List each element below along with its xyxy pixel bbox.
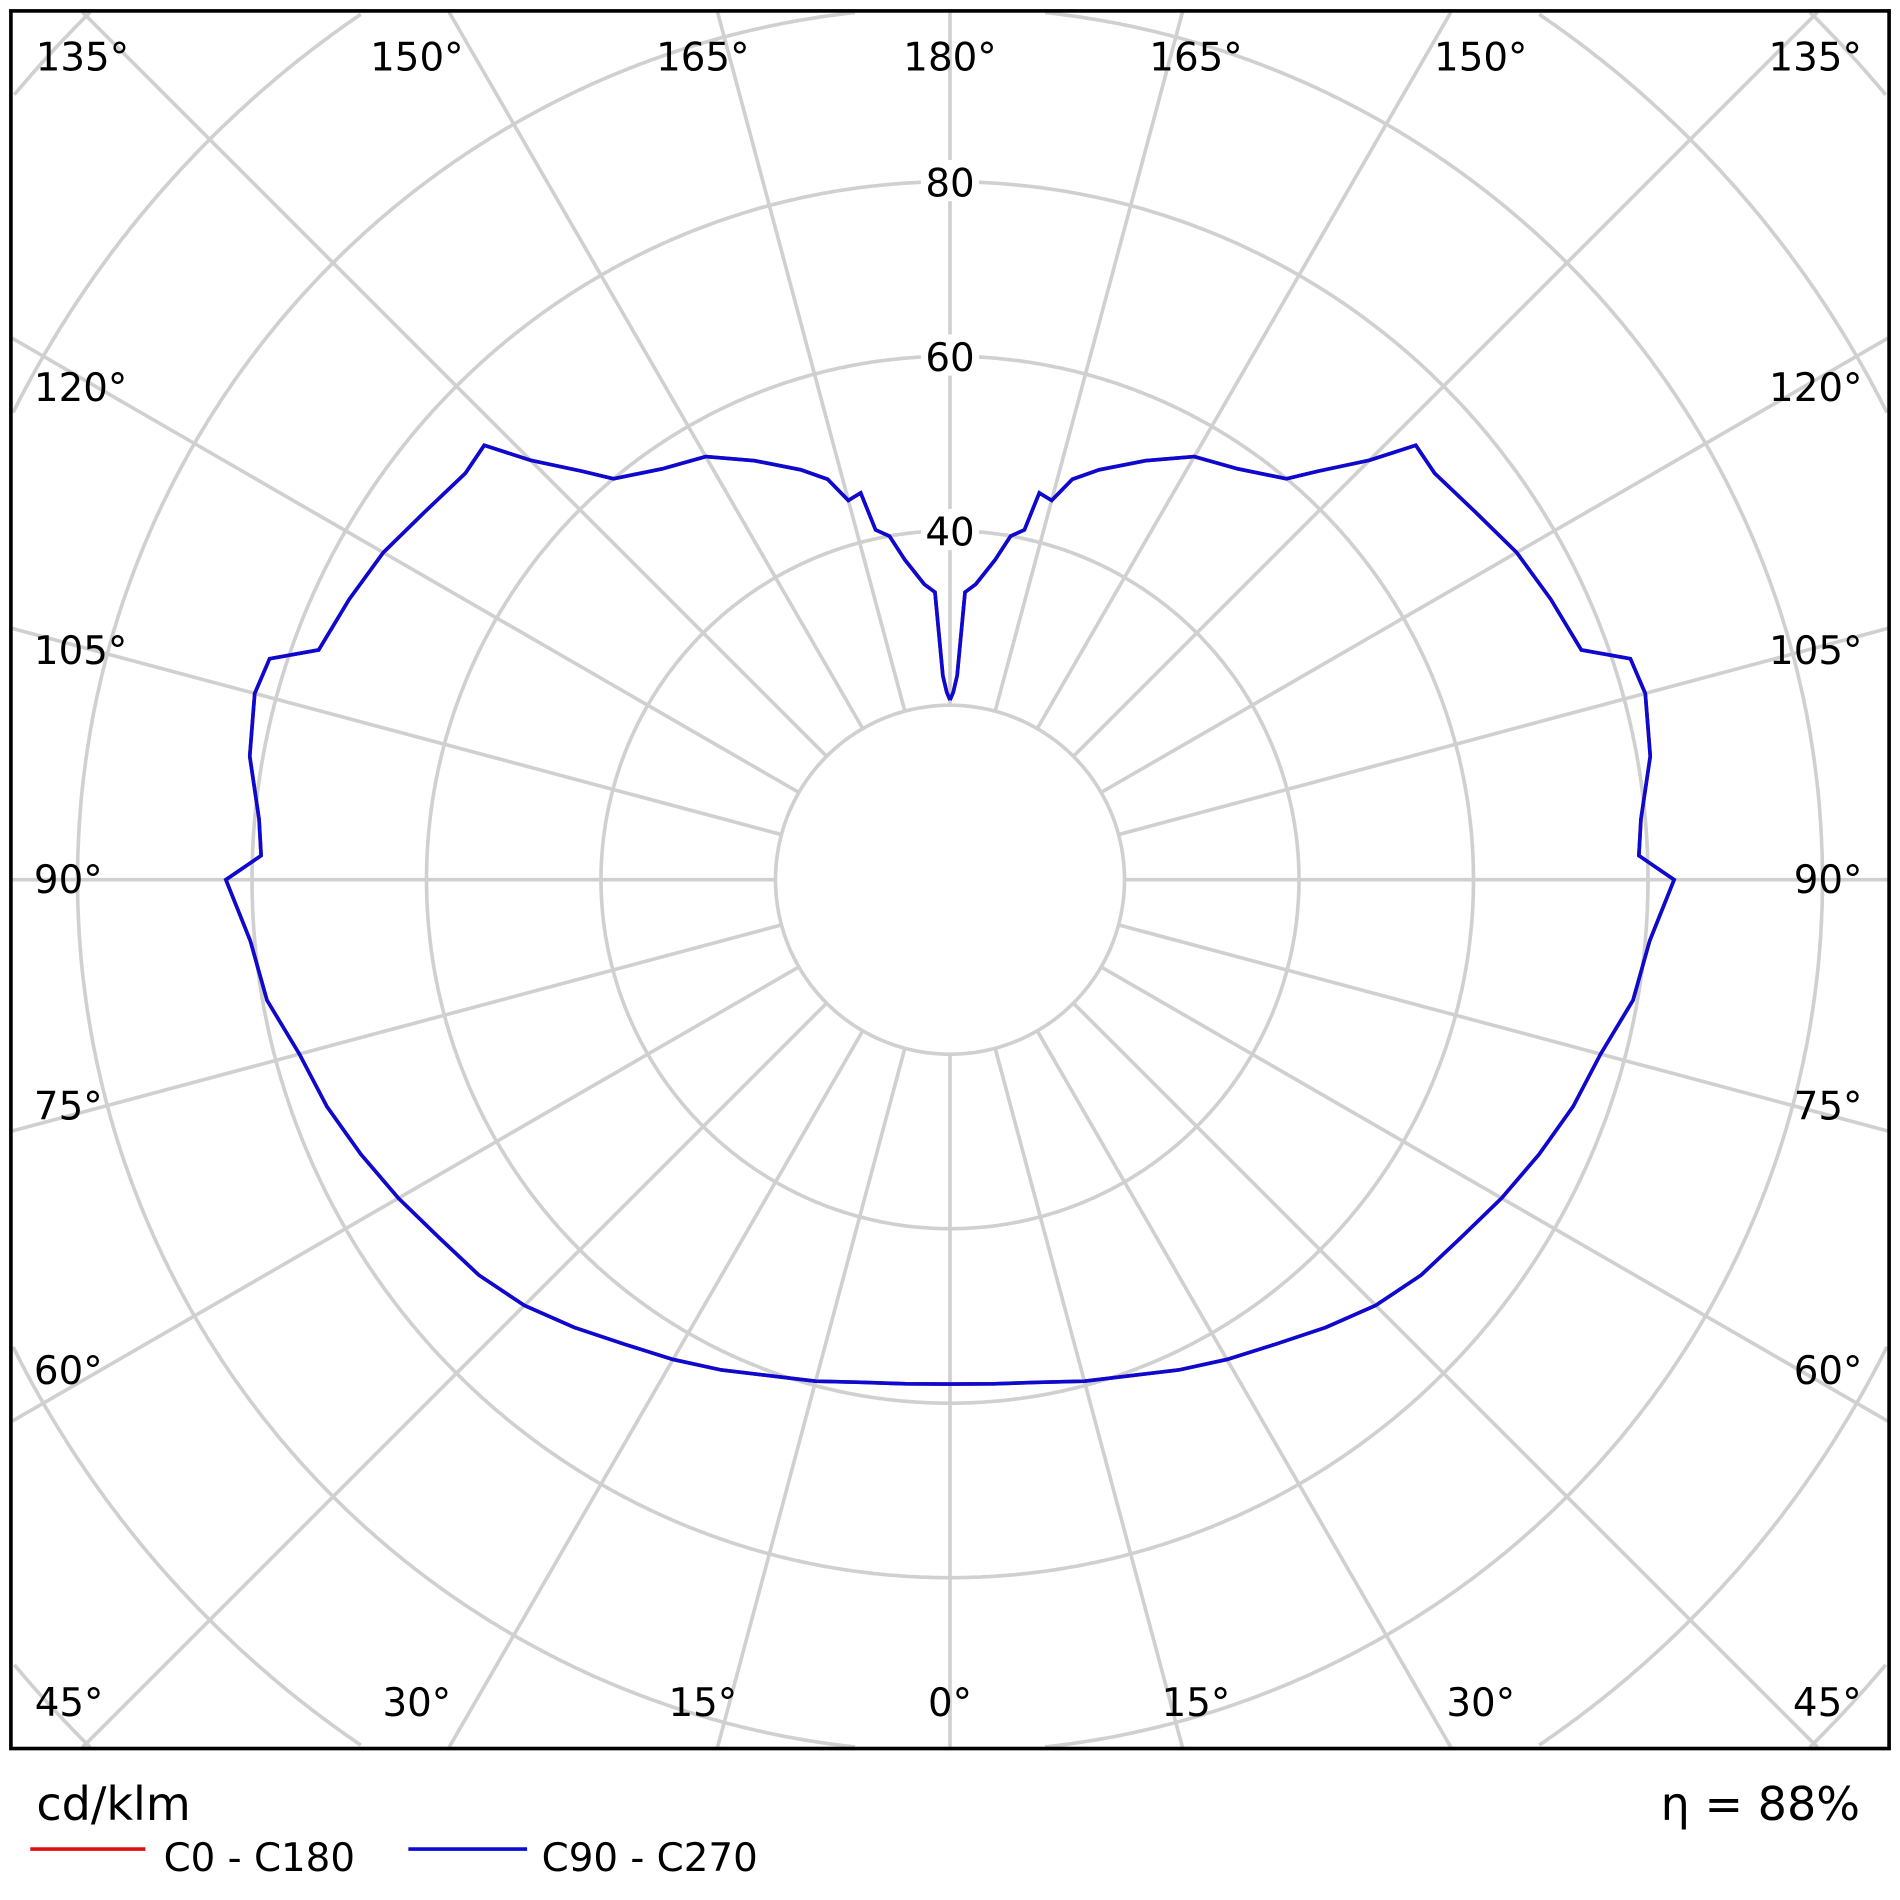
angle-label: 60° (1794, 1349, 1863, 1394)
angle-label: 165° (656, 35, 749, 80)
angle-label: 120° (34, 366, 127, 411)
radial-tick-label-bg (920, 334, 980, 376)
grid-spoke (715, 1047, 907, 1748)
legend-label-c0-c180: C0 - C180 (164, 1836, 355, 1881)
grid-spoke (11, 626, 782, 837)
grid-spoke (1072, 10, 1819, 758)
plot-border (9, 9, 1891, 1751)
curves (223, 443, 1677, 1386)
grid-ring (773, 703, 1127, 1057)
angle-label: 90° (34, 858, 103, 903)
angle-label: 165° (1149, 35, 1242, 80)
grid-spoke (81, 10, 828, 758)
grid-spoke (1035, 11, 1453, 730)
angle-label: 30° (382, 1681, 451, 1726)
series-line-c90-c270 (223, 443, 1677, 1386)
grid-spoke (11, 336, 800, 795)
grid-ring (12, 10, 1888, 1749)
angle-label: 135° (36, 35, 129, 80)
angle-label: 30° (1446, 1681, 1515, 1726)
angle-label: 105° (1769, 629, 1862, 674)
angle-label: 15° (668, 1681, 737, 1726)
grid-spoke (11, 965, 800, 1423)
radial-tick-label-bg (920, 159, 980, 202)
grid-spoke (1118, 923, 1889, 1133)
angle-label: 180° (903, 35, 996, 80)
angle-label: 45° (1793, 1681, 1862, 1726)
radial-tick-label: 60 (925, 336, 974, 381)
angle-label: 45° (35, 1681, 104, 1726)
angle-label: 150° (370, 35, 463, 80)
polar-grid: 40 60 80 (11, 10, 1889, 1749)
angle-label: 105° (34, 629, 127, 674)
grid-spoke (1100, 336, 1889, 795)
grid-spoke (11, 923, 782, 1133)
grid-spoke (447, 11, 865, 730)
efficiency-label: η = 88% (1661, 1777, 1860, 1831)
angle-label: 135° (1768, 35, 1861, 80)
grid-spoke (715, 11, 907, 712)
legend-label-c90-c270: C90 - C270 (542, 1836, 758, 1881)
grid-ring (11, 12, 1889, 1747)
angle-label: 75° (1794, 1085, 1863, 1130)
grid-spoke (993, 11, 1185, 712)
grid-spoke (81, 1001, 828, 1749)
radial-tick-label-bg (920, 508, 980, 551)
grid-spoke (1035, 1029, 1453, 1749)
radial-tick-label: 40 (925, 510, 974, 555)
angle-label: 15° (1162, 1681, 1231, 1726)
angle-labels: 135° 150° 165° 180° 165° 150° 135° 45° 30° 15° 0° 1… (34, 35, 1863, 1726)
grid-spoke (447, 1029, 865, 1749)
angle-label: 60° (34, 1349, 103, 1394)
angle-label: 90° (1794, 858, 1863, 903)
grid-spoke (1072, 1001, 1819, 1749)
angle-label: 120° (1769, 366, 1862, 411)
radial-tick-label: 80 (925, 161, 974, 206)
grid-spoke (993, 1047, 1185, 1748)
unit-label: cd/klm (36, 1777, 190, 1831)
angle-label: 0° (928, 1681, 972, 1726)
angle-label: 150° (1434, 35, 1527, 80)
angle-label: 75° (34, 1085, 103, 1130)
grid-spoke (1100, 965, 1889, 1423)
grid-spoke (1118, 626, 1889, 837)
